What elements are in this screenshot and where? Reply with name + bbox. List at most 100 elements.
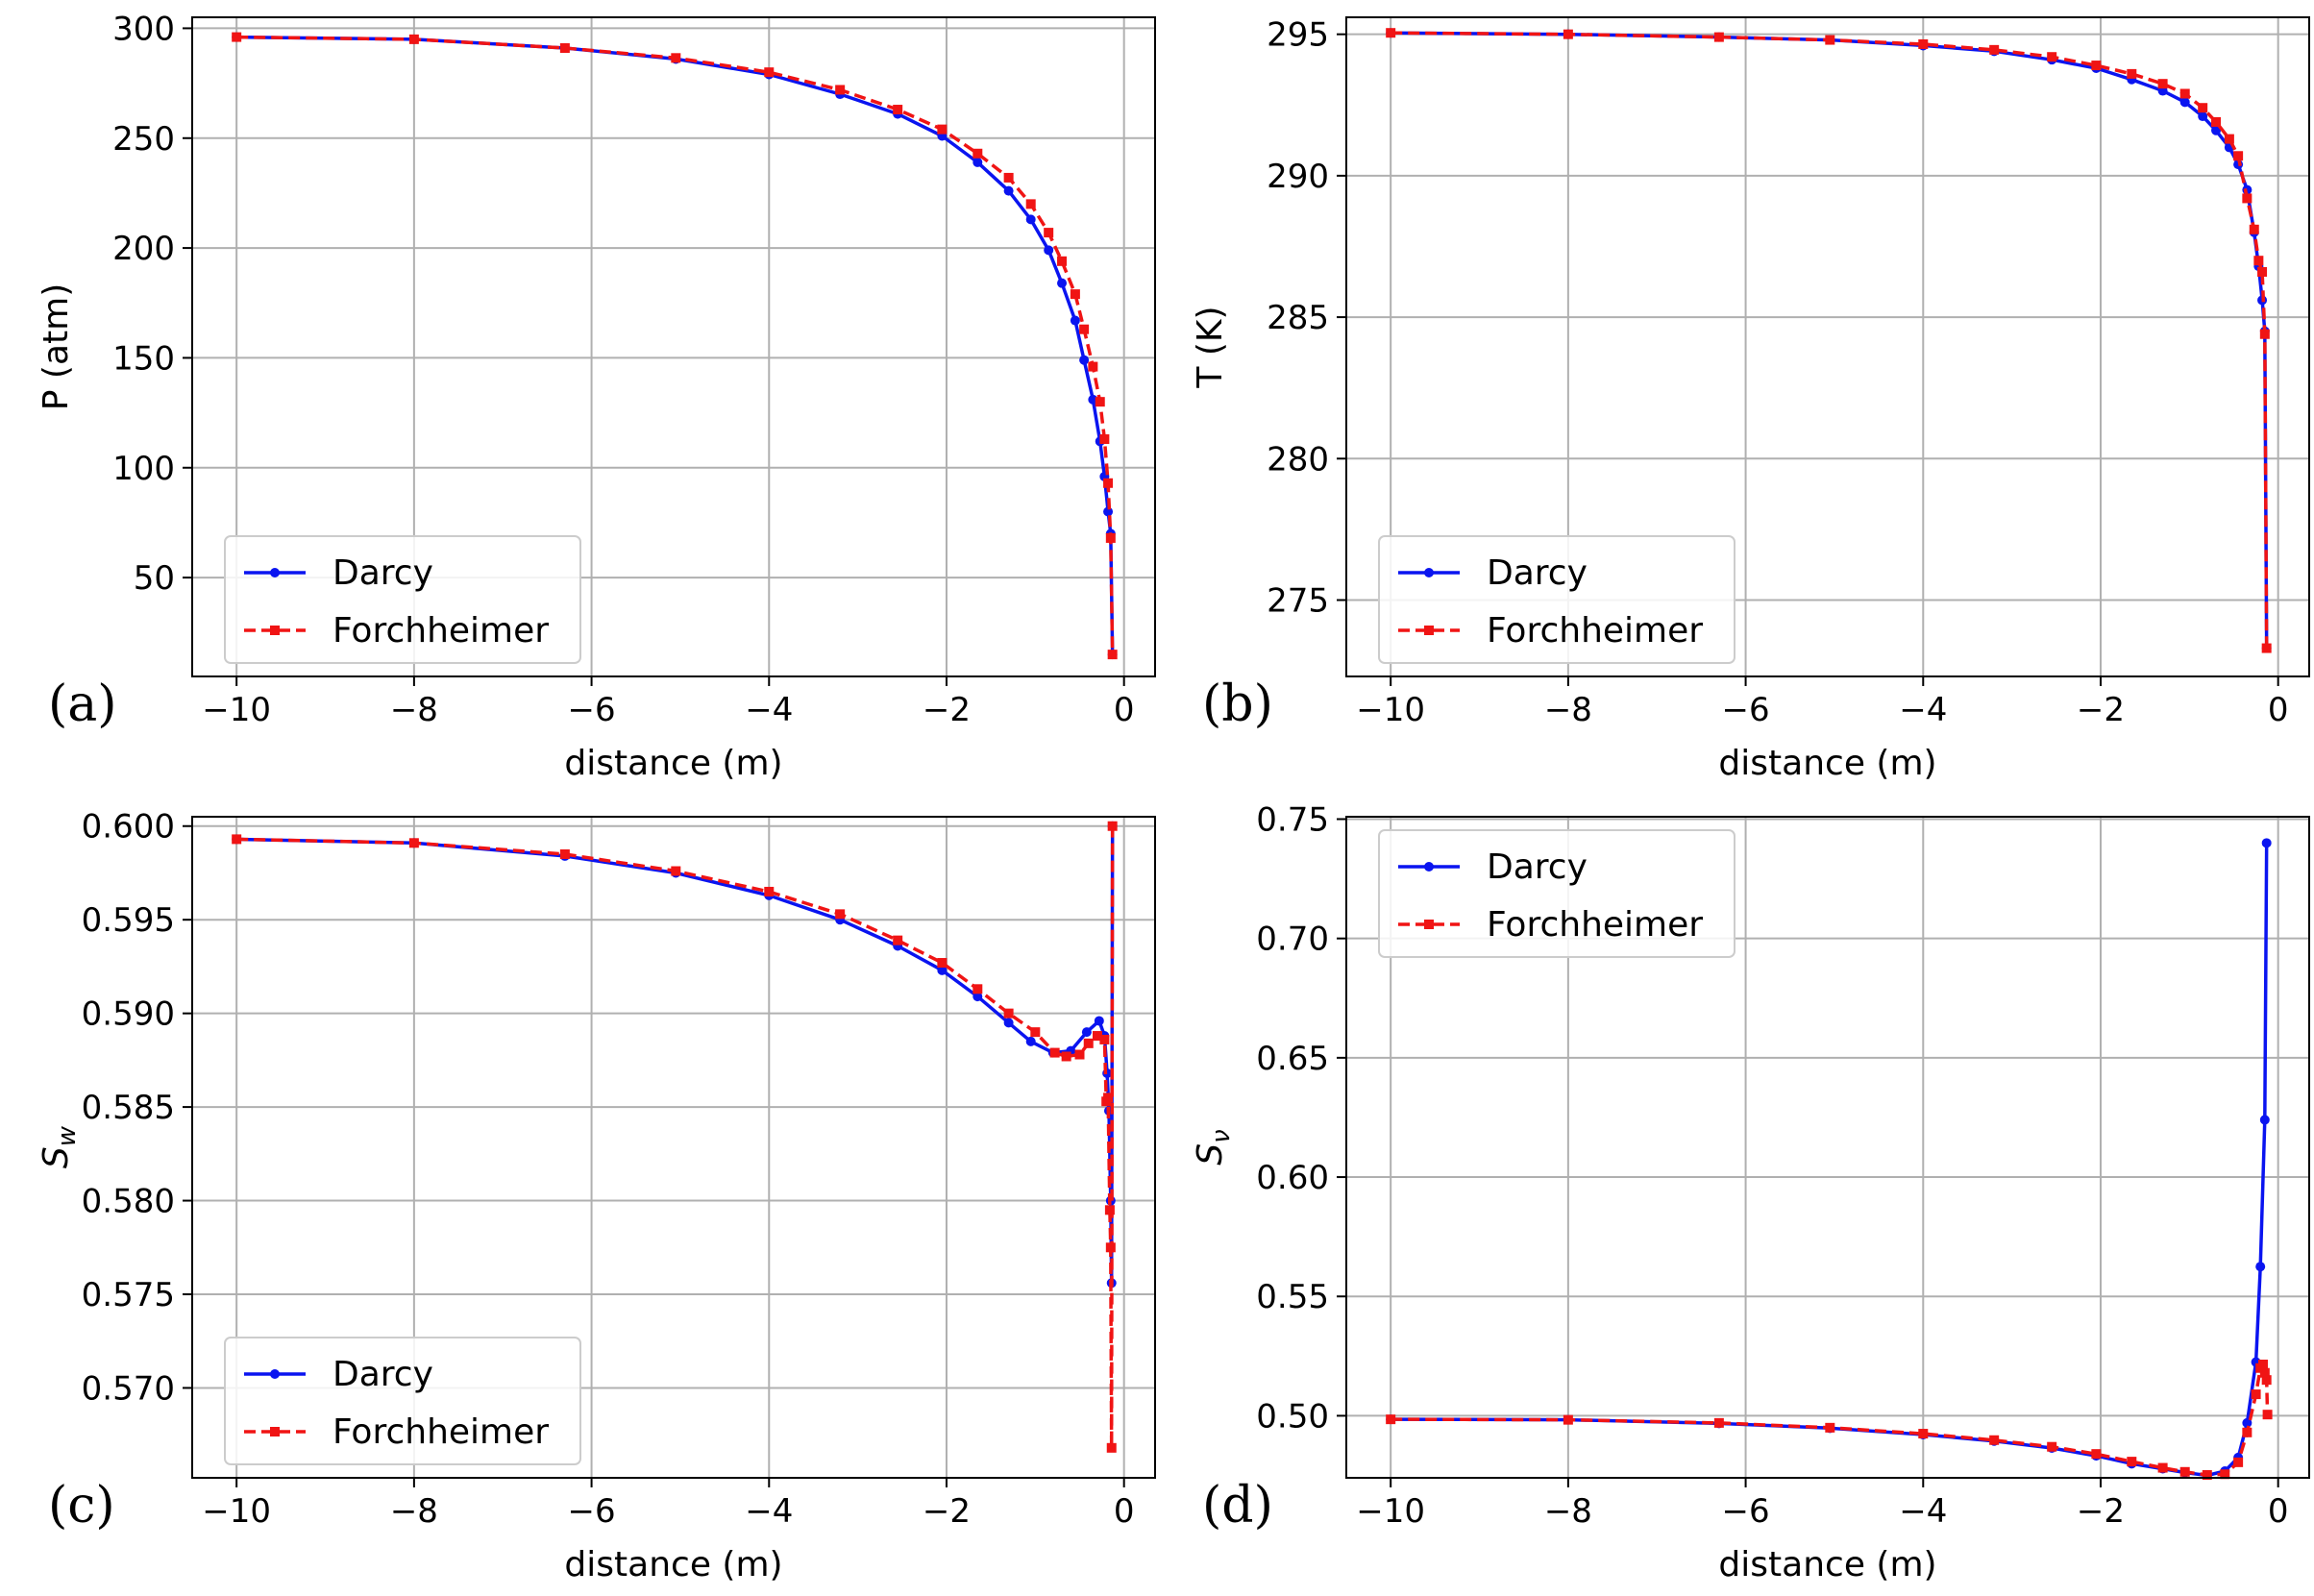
darcy-point (1081, 1027, 1092, 1038)
y-tick-label: 290 (1267, 158, 1329, 196)
forchheimer-point (1918, 1429, 1929, 1439)
axes-frame (191, 16, 1156, 677)
forchheimer-point (937, 958, 948, 969)
y-tick-label: 300 (112, 10, 175, 48)
forchheimer-point (1095, 397, 1105, 407)
y-tick-label: 0.65 (1256, 1040, 1329, 1078)
forchheimer-point (2198, 103, 2208, 113)
forchheimer-point (1083, 1038, 1094, 1048)
darcy-point (2259, 1115, 2270, 1125)
series-group (1386, 838, 2273, 1480)
x-tick-label: −6 (1722, 1492, 1770, 1531)
forchheimer-point (671, 866, 681, 876)
forchheimer-point (2202, 1470, 2212, 1480)
forchheimer-point (671, 53, 681, 63)
legend-darcy-label: Darcy (332, 553, 433, 593)
forchheimer-point (2157, 79, 2168, 89)
forchheimer-point (1049, 1047, 1060, 1058)
y-tick-label: 150 (112, 339, 175, 378)
forchheimer-point (2259, 1367, 2270, 1378)
darcy-point (1044, 245, 1054, 256)
forchheimer-point (1825, 1422, 1835, 1433)
x-tick-label: −8 (1544, 1492, 1592, 1531)
legend-darcy-label: Darcy (332, 1355, 433, 1394)
forchheimer-point (2257, 266, 2268, 277)
forchheimer-point (1070, 289, 1080, 300)
x-tick-label: −2 (923, 691, 971, 729)
forchheimer-point (2233, 151, 2244, 161)
y-tick-label: 200 (112, 230, 175, 268)
forchheimer-point (2257, 1360, 2268, 1370)
darcy-point (1003, 185, 1014, 196)
panel-d: −10 −8 −6 −4 −2 0 0.50 0.55 0.60 0.65 0.70 0.75 dist… (1191, 800, 2310, 1584)
forchheimer-point (1003, 172, 1014, 183)
forchheimer-point (1563, 1414, 1573, 1425)
forchheimer-point (1386, 1414, 1396, 1425)
legend-darcy-label: Darcy (1487, 847, 1588, 887)
legend-forchheimer-marker (270, 1427, 280, 1436)
legend-box (224, 1337, 581, 1465)
x-tick-label: −2 (923, 1492, 971, 1531)
legend-forchheimer-label: Forchheimer (1487, 905, 1703, 945)
legend: Darcy Forchheimer (1378, 829, 1736, 958)
forchheimer-point (1106, 1442, 1117, 1453)
forchheimer-point (2242, 193, 2252, 204)
forchheimer-point (1105, 532, 1116, 543)
panel-label: (a) (48, 675, 117, 733)
y-tick-label: 0.595 (82, 901, 175, 940)
y-tick-label: 0.600 (82, 808, 175, 847)
forchheimer-point (1918, 38, 1929, 49)
legend-forchheimer-marker (1424, 626, 1434, 635)
forchheimer-point (764, 67, 775, 78)
forchheimer-point (1989, 44, 2000, 55)
legend: Darcy Forchheimer (1378, 535, 1736, 664)
legend-box (224, 535, 581, 664)
series-group (1386, 28, 2272, 653)
y-axis-label: P (atm) (37, 283, 76, 411)
panel-a: −10 −8 −6 −4 −2 0 50 100 150 200 250 300 distance (m… (37, 10, 1156, 783)
y-tick-label: 0.585 (82, 1089, 175, 1127)
x-axis-label: distance (m) (564, 1545, 782, 1584)
y-tick-label: 0.70 (1256, 921, 1329, 959)
forchheimer-point (1103, 1093, 1114, 1103)
darcy-point (2198, 111, 2208, 122)
y-axis-label: Sw (37, 1125, 82, 1168)
forchheimer-point (1107, 650, 1118, 660)
forchheimer-point (559, 848, 570, 859)
x-axis-label: distance (m) (1718, 1545, 1936, 1584)
x-tick-label: 0 (2268, 1492, 2289, 1531)
y-tick-label: 0.55 (1256, 1278, 1329, 1316)
x-tick-label: −4 (745, 691, 793, 729)
darcy-point (2211, 125, 2222, 135)
forchheimer-point (2242, 1427, 2252, 1437)
y-tick-label: 0.580 (82, 1183, 175, 1221)
darcy-point (2179, 97, 2190, 108)
darcy-point (972, 157, 983, 167)
darcy-point (2261, 838, 2272, 848)
forchheimer-point (1386, 28, 1396, 38)
x-tick-label: 0 (2268, 691, 2289, 729)
darcy-point (2255, 1262, 2266, 1272)
forchheimer-point (2261, 643, 2272, 653)
forchheimer-point (2224, 134, 2234, 144)
forchheimer-point (1092, 1031, 1102, 1042)
forchheimer-point (1003, 1008, 1014, 1019)
forchheimer-point (1107, 821, 1118, 831)
x-tick-label: −2 (2077, 691, 2125, 729)
forchheimer-point (893, 935, 903, 945)
forchheimer-point (1104, 1205, 1115, 1215)
x-tick-label: −10 (202, 1492, 271, 1531)
forchheimer-point (2179, 1466, 2190, 1477)
forchheimer-point (893, 105, 903, 115)
legend-forchheimer-marker (270, 626, 280, 635)
x-tick-label: −2 (2077, 1492, 2125, 1531)
forchheimer-point (2259, 329, 2270, 339)
forchheimer-point (559, 43, 570, 54)
forchheimer-point (1079, 324, 1090, 334)
x-tick-label: −10 (1356, 691, 1425, 729)
forchheimer-point (1105, 1242, 1116, 1253)
x-tick-label: −10 (202, 691, 271, 729)
y-tick-label: 50 (134, 559, 175, 598)
y-tick-label: 0.75 (1256, 800, 1329, 839)
forchheimer-point (1563, 29, 1573, 39)
